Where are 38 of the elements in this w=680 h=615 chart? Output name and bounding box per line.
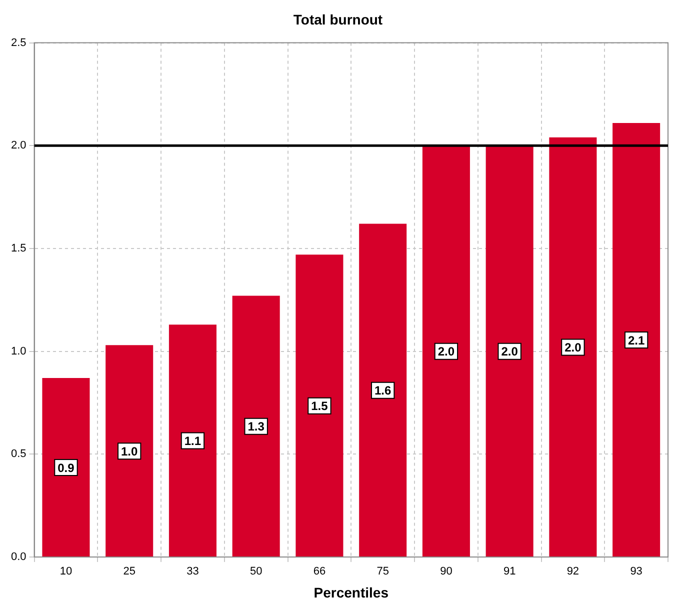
data-label: 1.1 bbox=[184, 434, 202, 448]
data-label: 1.0 bbox=[121, 444, 138, 458]
x-tick-label: 90 bbox=[440, 566, 452, 578]
y-tick-label: 1.0 bbox=[10, 345, 26, 358]
data-label: 1.5 bbox=[311, 399, 328, 414]
data-label: 2.0 bbox=[501, 344, 518, 359]
y-tick-label: 0.5 bbox=[10, 448, 26, 460]
bar bbox=[168, 324, 216, 556]
x-tick-label: 10 bbox=[60, 566, 72, 578]
chart-title: Total burnout bbox=[293, 11, 383, 28]
data-label: 2.1 bbox=[628, 333, 645, 348]
y-tick-label: 0.0 bbox=[10, 551, 26, 564]
bar bbox=[296, 254, 344, 556]
data-label: 1.6 bbox=[374, 384, 392, 398]
x-tick-label: 91 bbox=[503, 566, 516, 578]
x-axis-title: Percentiles bbox=[314, 584, 389, 600]
data-label: 2.0 bbox=[438, 344, 455, 359]
bar bbox=[422, 146, 470, 556]
x-tick-label: 93 bbox=[630, 566, 642, 578]
x-tick-label: 50 bbox=[250, 566, 262, 578]
y-tick-label: 2.0 bbox=[10, 140, 26, 152]
y-tick-label: 2.5 bbox=[10, 36, 26, 49]
bar bbox=[106, 345, 154, 556]
bar bbox=[486, 146, 534, 556]
data-label: 2.0 bbox=[564, 340, 582, 355]
x-tick-label: 92 bbox=[566, 566, 580, 578]
bar bbox=[549, 137, 597, 556]
bar bbox=[42, 378, 90, 556]
y-tick-label: 1.5 bbox=[10, 242, 26, 255]
data-label: 1.3 bbox=[248, 420, 265, 434]
data-label: 0.9 bbox=[58, 460, 75, 475]
bar bbox=[232, 296, 280, 556]
bar bbox=[359, 224, 407, 556]
x-tick-label: 33 bbox=[186, 566, 199, 578]
x-tick-label: 75 bbox=[376, 566, 389, 578]
bar bbox=[612, 123, 660, 556]
x-tick-label: 66 bbox=[313, 566, 326, 578]
x-tick-label: 25 bbox=[123, 566, 136, 578]
